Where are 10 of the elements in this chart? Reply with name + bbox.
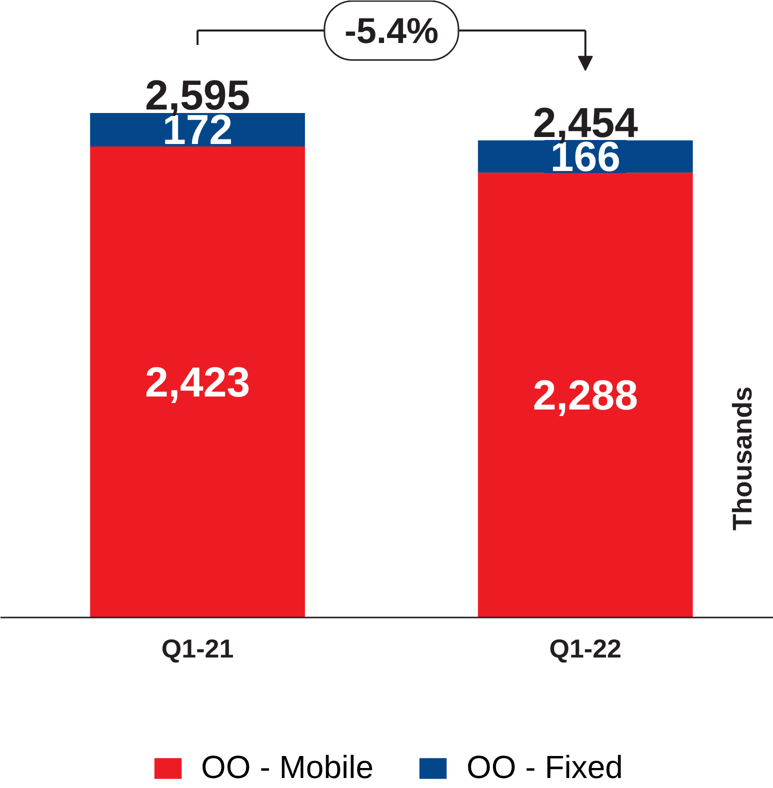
bar — [478, 172, 693, 618]
text: -5.4% — [344, 10, 438, 51]
y-axis-title: Thousands — [728, 386, 758, 530]
x-tick-label: Q1-22 — [549, 634, 622, 664]
legend-label: OO - Fixed — [466, 749, 623, 786]
data-label: 2,288 — [532, 372, 638, 419]
legend-label: OO - Mobile — [201, 749, 374, 786]
x-tick-label: Q1-21 — [161, 634, 234, 664]
bar — [90, 146, 305, 618]
data-label: 2,423 — [144, 358, 250, 406]
